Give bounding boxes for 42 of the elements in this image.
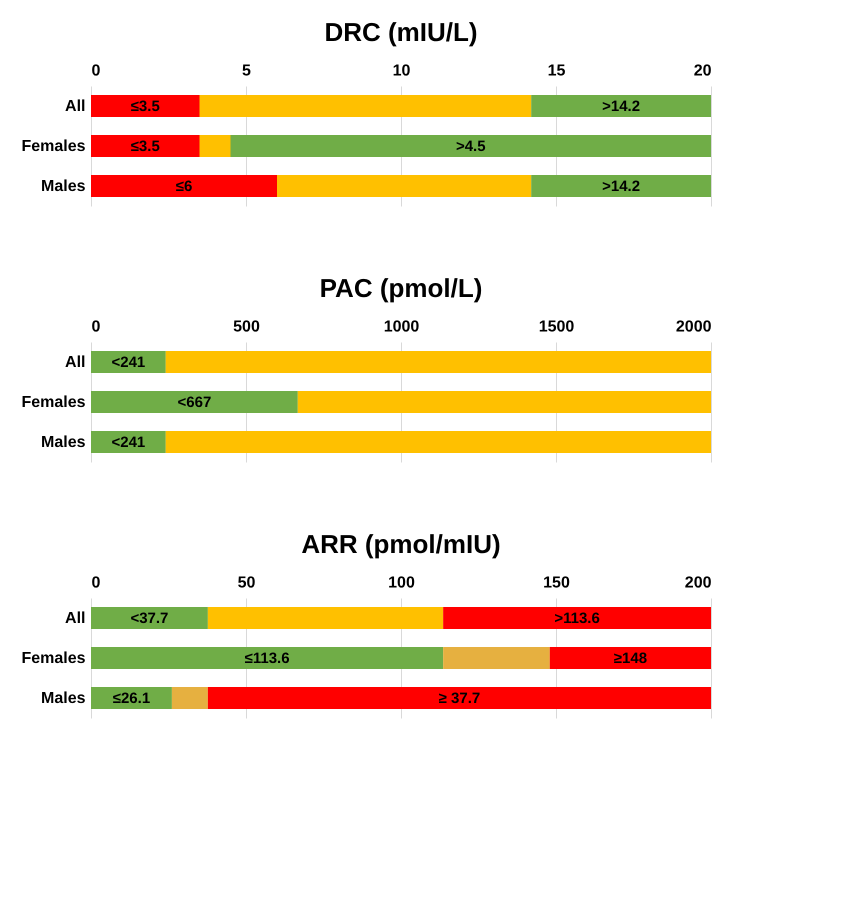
data-label: <37.7 (130, 610, 168, 627)
chart-title: ARR (pmol/mIU) (301, 529, 501, 559)
data-label: ≥ 37.7 (438, 690, 480, 707)
y-tick-label: Females (21, 138, 86, 155)
data-label: >4.5 (456, 138, 486, 155)
y-tick-label: Males (41, 178, 86, 195)
data-label: >14.2 (602, 98, 640, 115)
data-label: <667 (177, 394, 212, 411)
x-tick-label: 0 (92, 574, 100, 592)
x-tick-label: 1000 (384, 318, 420, 336)
data-label: <241 (111, 354, 146, 371)
x-tick-label: 200 (684, 574, 712, 592)
x-tick-label: 500 (233, 318, 260, 336)
y-tick-label: All (65, 98, 86, 115)
data-label: ≥148 (614, 650, 648, 667)
data-label: >14.2 (602, 178, 640, 195)
data-label: >113.6 (554, 610, 600, 627)
x-tick-label: 20 (694, 62, 712, 80)
data-label: ≤113.6 (244, 650, 290, 667)
x-tick-label: 0 (92, 318, 100, 336)
chart-title: PAC (pmol/L) (320, 273, 482, 303)
y-tick-label: Males (41, 690, 86, 707)
data-label: ≤26.1 (112, 690, 150, 707)
y-tick-label: All (65, 610, 86, 627)
x-tick-label: 5 (242, 62, 252, 80)
y-tick-label: Males (41, 434, 86, 451)
x-tick-label: 0 (92, 62, 100, 80)
x-tick-label: 2000 (676, 318, 712, 336)
data-label: <241 (111, 434, 146, 451)
x-tick-label: 50 (238, 574, 256, 592)
y-tick-label: All (65, 354, 86, 371)
y-tick-label: Females (21, 394, 86, 411)
y-tick-label: Females (21, 650, 86, 667)
x-tick-label: 150 (543, 574, 570, 592)
data-label: ≤3.5 (130, 98, 160, 115)
x-tick-label: 10 (392, 62, 410, 80)
x-tick-label: 1500 (538, 318, 574, 336)
x-tick-label: 15 (548, 62, 566, 80)
data-label: ≤6 (176, 178, 192, 195)
x-tick-label: 100 (388, 574, 415, 592)
data-label: ≤3.5 (130, 138, 160, 155)
chart-title: DRC (mIU/L) (324, 17, 478, 47)
